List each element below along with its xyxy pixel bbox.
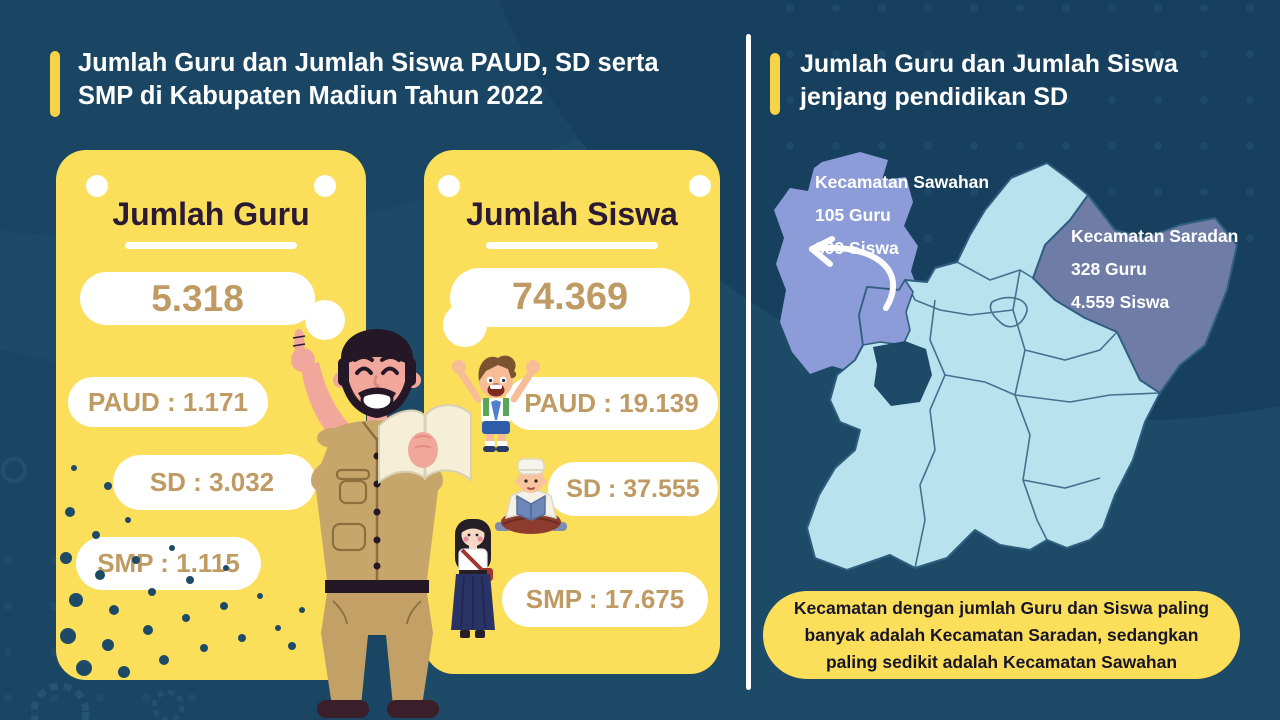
sawahan-name: Kecamatan Sawahan [815, 172, 990, 192]
right-title-block: Jumlah Guru dan Jumlah Siswa jenjang pen… [770, 48, 1204, 115]
vertical-divider [746, 34, 751, 690]
right-title: Jumlah Guru dan Jumlah Siswa jenjang pen… [800, 50, 1178, 111]
sawahan-district-shape [858, 279, 914, 346]
sawahan-siswa: 899 Siswa [815, 238, 899, 258]
card-pin-circle [438, 175, 460, 197]
left-title: Jumlah Guru dan Jumlah Siswa PAUD, SD se… [78, 49, 659, 110]
siswa-card-title: Jumlah Siswa [466, 196, 678, 232]
right-title-accent-bar [770, 53, 780, 115]
card-pin-circle [314, 175, 336, 197]
siswa-total-pill: 74.369 [450, 268, 690, 327]
siswa-paud-pill: PAUD : 19.139 [505, 377, 718, 430]
saradan-guru: 328 Guru [1071, 259, 1147, 279]
left-title-block: Jumlah Guru dan Jumlah Siswa PAUD, SD se… [50, 47, 690, 117]
guru-card-title: Jumlah Guru [112, 196, 310, 232]
card-title-underline [486, 242, 658, 249]
cheering-student-illustration [452, 355, 540, 452]
card-pin-circle [689, 175, 711, 197]
guru-card: Jumlah Guru 5.318 PAUD : 1.171 SD : 3.03… [56, 150, 366, 680]
guru-smp-pill: SMP : 1.115 [76, 537, 261, 590]
teacher-with-book-illustration [291, 329, 472, 718]
kota-madiun-enclave [873, 341, 932, 406]
girl-student-illustration [451, 519, 495, 638]
reading-student-illustration [495, 458, 567, 534]
card-title-underline [125, 242, 297, 249]
card-dots-decor [60, 465, 305, 678]
siswa-sd-pill: SD : 37.555 [548, 462, 718, 516]
sawahan-label: Kecamatan Sawahan 105 Guru 899 Siswa [815, 166, 989, 265]
madiun-district-map [774, 152, 1238, 571]
guru-total-pill: 5.318 [80, 272, 315, 325]
guru-sd-pill: SD : 3.032 [113, 455, 311, 510]
saradan-district-shape [1032, 194, 1238, 394]
saradan-siswa: 4.559 Siswa [1071, 292, 1170, 312]
callout-arrow [809, 236, 896, 311]
saradan-label: Kecamatan Saradan 328 Guru 4.559 Siswa [1071, 220, 1238, 319]
conclusion-note-box: Kecamatan dengan jumlah Guru dan Siswa p… [763, 591, 1240, 679]
sawahan-guru: 105 Guru [815, 205, 891, 225]
saradan-name: Kecamatan Saradan [1071, 226, 1239, 246]
card-pin-circle [86, 175, 108, 197]
conclusion-note-text: Kecamatan dengan jumlah Guru dan Siswa p… [793, 597, 1210, 672]
guru-paud-pill: PAUD : 1.171 [68, 377, 268, 427]
siswa-smp-pill: SMP : 17.675 [502, 572, 708, 627]
left-title-accent-bar [50, 51, 60, 117]
